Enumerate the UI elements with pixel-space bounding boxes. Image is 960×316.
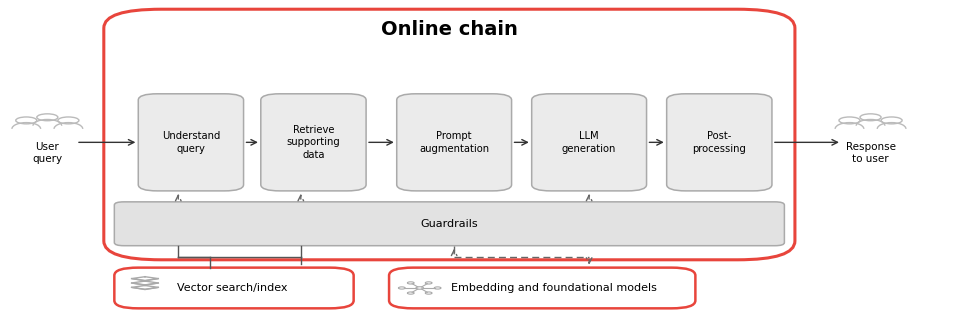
Text: Response
to user: Response to user	[846, 142, 896, 164]
Text: Vector search/index: Vector search/index	[177, 283, 287, 293]
FancyBboxPatch shape	[532, 94, 646, 191]
FancyBboxPatch shape	[104, 9, 795, 260]
FancyBboxPatch shape	[138, 94, 244, 191]
Text: Understand
query: Understand query	[161, 131, 220, 154]
Text: Post-
processing: Post- processing	[692, 131, 746, 154]
FancyBboxPatch shape	[666, 94, 772, 191]
FancyBboxPatch shape	[389, 268, 695, 308]
Text: Online chain: Online chain	[381, 20, 517, 39]
FancyBboxPatch shape	[261, 94, 366, 191]
Text: Guardrails: Guardrails	[420, 219, 478, 229]
FancyBboxPatch shape	[114, 268, 353, 308]
Text: Embedding and foundational models: Embedding and foundational models	[451, 283, 658, 293]
Text: LLM
generation: LLM generation	[562, 131, 616, 154]
Text: Prompt
augmentation: Prompt augmentation	[420, 131, 490, 154]
Text: User
query: User query	[33, 142, 62, 164]
FancyBboxPatch shape	[114, 202, 784, 246]
FancyBboxPatch shape	[396, 94, 512, 191]
Text: Retrieve
supporting
data: Retrieve supporting data	[287, 125, 340, 160]
